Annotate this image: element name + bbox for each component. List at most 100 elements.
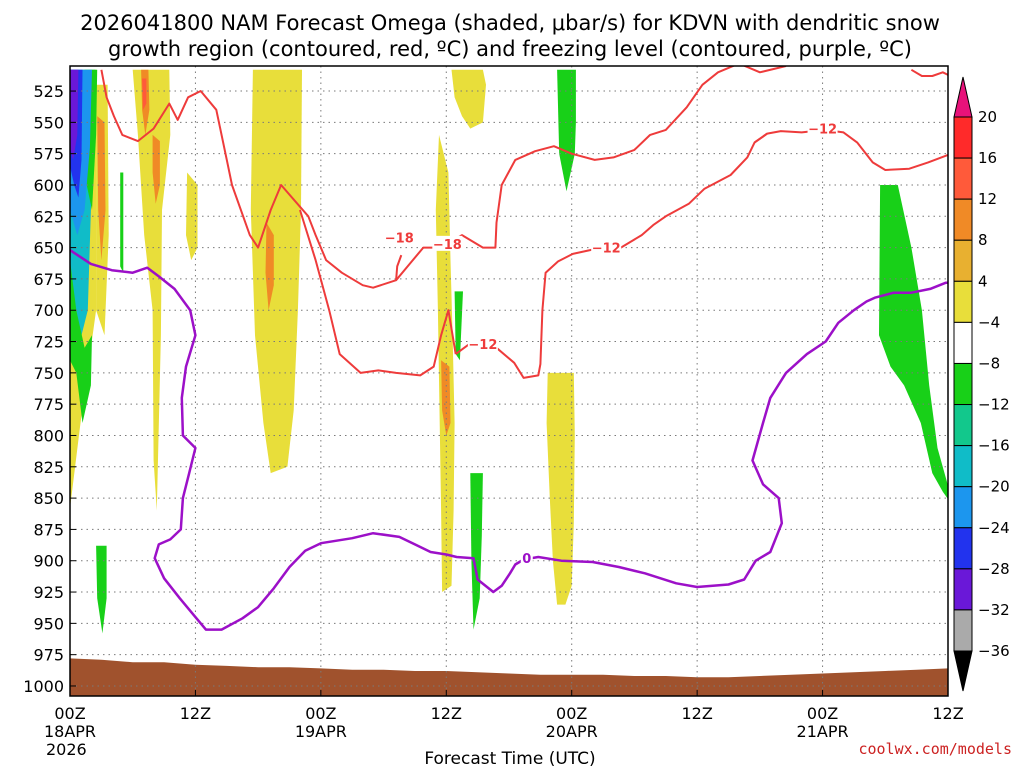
omega-region-23: [454, 291, 463, 361]
omega-region-26: [879, 185, 948, 500]
x-axis-title: Forecast Time (UTC): [424, 749, 595, 768]
y-tick-label: 975: [33, 646, 64, 665]
dgz-label-bg: [384, 229, 415, 245]
colorbar-swatch: [953, 362, 973, 406]
dgz-contour-0: [100, 66, 736, 289]
y-tick-label: 600: [33, 176, 64, 195]
colorbar-swatch: [953, 157, 973, 200]
colorbar-label: −12: [978, 396, 1010, 414]
y-tick-label: 575: [33, 145, 64, 164]
x-tick-label: 12Z: [932, 704, 963, 723]
x-tick-label: 12Z: [180, 704, 211, 723]
y-tick-label: 675: [33, 270, 64, 289]
colorbar-bottom-arrow: [953, 650, 973, 692]
colorbar-swatch: [953, 280, 973, 323]
omega-region-25: [557, 69, 576, 192]
dgz-label-bg: [591, 239, 622, 255]
omega-region-6: [451, 69, 486, 129]
colorbar-label: −20: [978, 478, 1010, 496]
y-tick-label: 875: [33, 520, 64, 539]
x-tick-date: 20APR: [546, 722, 598, 741]
x-tick-date: 21APR: [797, 722, 849, 741]
x-tick-label: 12Z: [681, 704, 712, 723]
colorbar-swatch: [953, 321, 973, 364]
x-tick-date: 19APR: [295, 722, 347, 741]
y-tick-label: 725: [33, 333, 64, 352]
freezing-label-bg: [520, 550, 533, 566]
colorbar: 20 16 12 8 4 −4 −8 −12 −16 −20 −24 −28 −32 −36: [953, 76, 1010, 692]
y-tick-label: 825: [33, 458, 64, 477]
y-tick-label: 700: [33, 301, 64, 320]
plot-frame: [69, 65, 949, 697]
colorbar-swatch: [953, 404, 973, 447]
y-tick-label: 800: [33, 426, 64, 445]
y-tick-label: 950: [33, 614, 64, 633]
colorbar-swatch: [953, 609, 973, 652]
x-tick-label: 00Z: [556, 704, 587, 723]
colorbar-label: −36: [978, 642, 1010, 660]
colorbar-label: −24: [978, 519, 1010, 537]
colorbar-swatch: [953, 527, 973, 570]
dgz-contour-label: −18: [385, 232, 414, 247]
colorbar-swatch: [953, 239, 973, 282]
colorbar-label: 8: [978, 231, 988, 249]
y-tick-label: 525: [33, 82, 64, 101]
y-tick-label: 925: [33, 583, 64, 602]
contour-layer: [70, 66, 948, 631]
omega-region-9: [97, 116, 106, 261]
omega-region-20: [70, 69, 79, 160]
colorbar-swatch: [953, 198, 973, 241]
dgz-contour-label: −12: [808, 123, 837, 138]
y-tick-label: 775: [33, 395, 64, 414]
dgz-label-bg: [467, 336, 498, 352]
dgz-label-bg: [807, 120, 838, 136]
credit-text: coolwx.com/models: [858, 740, 1012, 758]
colorbar-swatch: [953, 445, 973, 488]
omega-region-22: [96, 545, 107, 634]
dgz-contour-label: −12: [468, 338, 497, 353]
colorbar-label: −32: [978, 601, 1010, 619]
colorbar-label: 4: [978, 272, 988, 290]
freezing-level-contour: [70, 249, 948, 631]
chart-title-line1: 2026041800 NAM Forecast Omega (shaded, μ…: [80, 11, 940, 35]
dgz-contour-2: [455, 128, 948, 379]
dgz-contour-5: [910, 68, 948, 77]
omega-region-14: [142, 78, 147, 110]
freezing-contour-label: 0: [522, 552, 531, 567]
dgz-label-bg: [432, 235, 463, 251]
colorbar-label: −16: [978, 437, 1010, 455]
x-tick-label: 00Z: [54, 704, 85, 723]
colorbar-label: 12: [978, 190, 997, 208]
omega-region-4: [250, 69, 302, 474]
colorbar-swatch: [953, 486, 973, 529]
y-tick-label: 850: [33, 489, 64, 508]
y-axis: 525 550 575 600 625 650 675 700 725 750 775 800 825 8…: [23, 82, 76, 696]
y-tick-label: 900: [33, 552, 64, 571]
y-tick-label: 650: [33, 239, 64, 258]
omega-region-13: [441, 360, 451, 436]
contour-label-layer: −18 −18 −12 −12 −12 0: [384, 120, 838, 567]
terrain-fill: [70, 658, 948, 696]
colorbar-swatch: [953, 116, 973, 159]
colorbar-label: 20: [978, 108, 997, 126]
grid-layer: [69, 66, 949, 696]
chart-title-line2: growth region (contoured, red, ºC) and f…: [108, 37, 912, 61]
y-tick-label: 750: [33, 364, 64, 383]
colorbar-label: −8: [978, 354, 1000, 372]
omega-region-24: [470, 473, 483, 630]
y-tick-label: 625: [33, 207, 64, 226]
dgz-contour-1: [395, 254, 403, 281]
x-tick-date: 18APR: [44, 722, 96, 741]
omega-region-2: [132, 69, 171, 511]
dgz-contour-label: −12: [592, 242, 621, 257]
y-tick-label: 1000: [23, 677, 64, 696]
terrain-layer: [70, 658, 948, 696]
omega-region-7: [546, 372, 575, 605]
omega-region-12: [265, 222, 274, 311]
colorbar-swatch: [953, 568, 973, 611]
dgz-contour-label: −18: [433, 238, 462, 253]
omega-region-11: [152, 134, 160, 204]
